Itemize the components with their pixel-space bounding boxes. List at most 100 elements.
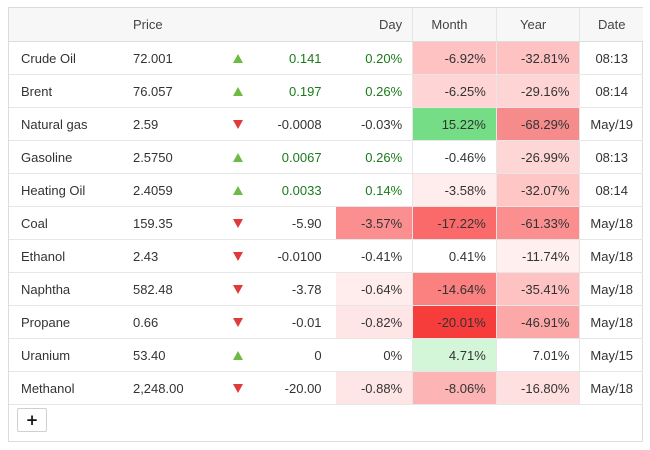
table-row[interactable]: Brent 76.057 0.197 0.26% -6.25% -29.16% 08:14 (9, 74, 643, 108)
header-date[interactable]: Date (579, 8, 643, 42)
table-row[interactable]: Methanol 2,248.00 -20.00 -0.88% -8.06% -16.80… (9, 371, 643, 405)
change-value: -0.01 (255, 305, 336, 339)
day-percent: -3.57% (335, 206, 413, 240)
commodities-panel: Price Day Month Year Date Crude Oil 72.00… (8, 7, 643, 442)
change-value: 0.197 (255, 74, 336, 108)
commodity-name[interactable]: Natural gas (9, 107, 133, 141)
commodity-price: 2.43 (132, 239, 221, 273)
up-arrow-icon (233, 53, 244, 63)
table-row[interactable]: Gasoline 2.5750 0.0067 0.26% -0.46% -26.99% 08… (9, 140, 643, 174)
direction-cell (220, 272, 256, 306)
table-row[interactable]: Uranium 53.40 0 0% 4.71% 7.01% May/15 (9, 338, 643, 372)
month-percent: -6.92% (412, 41, 497, 75)
update-date: 08:13 (579, 41, 643, 75)
commodity-name[interactable]: Coal (9, 206, 133, 240)
change-value: 0.0033 (255, 173, 336, 207)
up-arrow-icon (233, 350, 244, 360)
month-percent: -0.46% (412, 140, 497, 174)
header-name (9, 8, 133, 42)
change-value: -0.0100 (255, 239, 336, 273)
table-row[interactable]: Propane 0.66 -0.01 -0.82% -20.01% -46.91% May/… (9, 305, 643, 339)
year-percent: -32.81% (495, 41, 580, 75)
update-date: May/18 (579, 272, 643, 306)
month-percent: -8.06% (412, 371, 497, 405)
month-percent: 4.71% (412, 338, 497, 372)
commodity-price: 582.48 (132, 272, 221, 306)
year-percent: -46.91% (495, 305, 580, 339)
header-day[interactable]: Day (335, 8, 413, 42)
down-arrow-icon (233, 383, 244, 393)
day-percent: 0.20% (335, 41, 413, 75)
commodity-name[interactable]: Gasoline (9, 140, 133, 174)
day-percent: 0.26% (335, 74, 413, 108)
commodity-price: 72.001 (132, 41, 221, 75)
update-date: 08:14 (579, 74, 643, 108)
commodity-name[interactable]: Naphtha (9, 272, 133, 306)
year-percent: -11.74% (495, 239, 580, 273)
table-row[interactable]: Heating Oil 2.4059 0.0033 0.14% -3.58% -32.07… (9, 173, 643, 207)
direction-cell (220, 206, 256, 240)
commodity-name[interactable]: Uranium (9, 338, 133, 372)
direction-cell (220, 239, 256, 273)
update-date: 08:13 (579, 140, 643, 174)
table-row[interactable]: Ethanol 2.43 -0.0100 -0.41% 0.41% -11.74% May/… (9, 239, 643, 273)
direction-cell (220, 305, 256, 339)
month-percent: 15.22% (412, 107, 497, 141)
year-percent: -29.16% (495, 74, 580, 108)
month-percent: -3.58% (412, 173, 497, 207)
direction-cell (220, 74, 256, 108)
change-value: 0.141 (255, 41, 336, 75)
commodity-name[interactable]: Propane (9, 305, 133, 339)
down-arrow-icon (233, 284, 244, 294)
table-row[interactable]: Crude Oil 72.001 0.141 0.20% -6.92% -32.81% 08… (9, 41, 643, 75)
table-row[interactable]: Natural gas 2.59 -0.0008 -0.03% 15.22% -68.29… (9, 107, 643, 141)
update-date: May/18 (579, 239, 643, 273)
day-percent: 0% (335, 338, 413, 372)
day-percent: -0.64% (335, 272, 413, 306)
direction-cell (220, 107, 256, 141)
change-value: -5.90 (255, 206, 336, 240)
up-arrow-icon (233, 86, 244, 96)
header-price[interactable]: Price (132, 8, 221, 42)
year-percent: -26.99% (495, 140, 580, 174)
direction-cell (220, 140, 256, 174)
up-arrow-icon (233, 185, 244, 195)
commodity-name[interactable]: Ethanol (9, 239, 133, 273)
year-percent: -35.41% (495, 272, 580, 306)
year-percent: -68.29% (495, 107, 580, 141)
update-date: 08:14 (579, 173, 643, 207)
down-arrow-icon (233, 119, 244, 129)
commodity-name[interactable]: Methanol (9, 371, 133, 405)
commodity-price: 2.4059 (132, 173, 221, 207)
year-percent: -16.80% (495, 371, 580, 405)
update-date: May/18 (579, 206, 643, 240)
header-month[interactable]: Month (412, 8, 497, 42)
change-value: -0.0008 (255, 107, 336, 141)
table-row[interactable]: Coal 159.35 -5.90 -3.57% -17.22% -61.33% May/1… (9, 206, 643, 240)
month-percent: -20.01% (412, 305, 497, 339)
up-arrow-icon (233, 152, 244, 162)
update-date: May/18 (579, 305, 643, 339)
commodity-price: 53.40 (132, 338, 221, 372)
year-percent: -32.07% (495, 173, 580, 207)
header-arrow (220, 8, 256, 42)
commodity-price: 2,248.00 (132, 371, 221, 405)
year-percent: 7.01% (495, 338, 580, 372)
down-arrow-icon (233, 218, 244, 228)
commodities-table: Price Day Month Year Date Crude Oil 72.00… (9, 8, 643, 405)
commodity-name[interactable]: Heating Oil (9, 173, 133, 207)
update-date: May/19 (579, 107, 643, 141)
year-percent: -61.33% (495, 206, 580, 240)
commodity-price: 0.66 (132, 305, 221, 339)
commodity-name[interactable]: Crude Oil (9, 41, 133, 75)
down-arrow-icon (233, 317, 244, 327)
day-percent: 0.26% (335, 140, 413, 174)
update-date: May/18 (579, 371, 643, 405)
day-percent: -0.88% (335, 371, 413, 405)
month-percent: -14.64% (412, 272, 497, 306)
commodity-name[interactable]: Brent (9, 74, 133, 108)
add-button[interactable]: + (17, 408, 47, 432)
header-year[interactable]: Year (495, 8, 580, 42)
table-row[interactable]: Naphtha 582.48 -3.78 -0.64% -14.64% -35.41% Ma… (9, 272, 643, 306)
day-percent: -0.82% (335, 305, 413, 339)
